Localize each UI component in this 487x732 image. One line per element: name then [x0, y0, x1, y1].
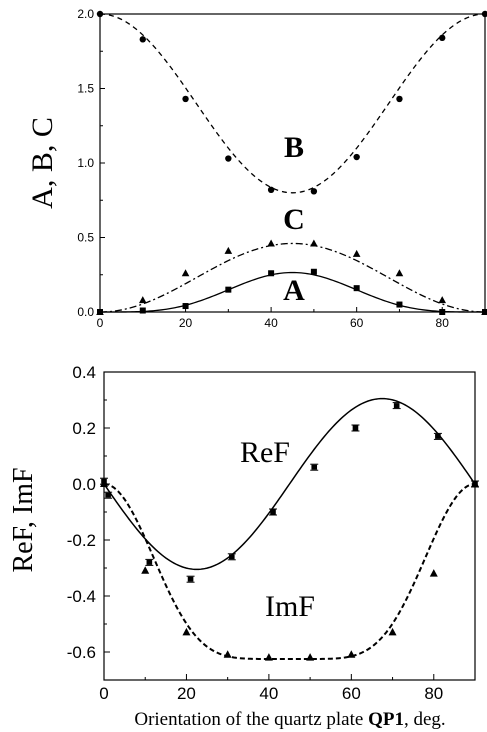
imf-point	[388, 627, 397, 636]
top-x-tick-label: 60	[350, 316, 364, 330]
series-b-point	[310, 188, 318, 195]
series-c-point	[310, 239, 318, 247]
x-axis-label-bold: QP1	[368, 709, 404, 730]
bottom-y-tick-label: 0.2	[72, 419, 96, 438]
bottom-y-tick-label: -0.2	[67, 531, 96, 550]
series-a-point	[97, 309, 103, 315]
ref-point	[270, 509, 276, 515]
series-a-point	[139, 307, 146, 314]
x-axis-label-prefix: Orientation of the quartz plate	[134, 709, 368, 730]
ref-point	[435, 433, 441, 439]
series-label-imf: ImF	[265, 590, 315, 623]
series-c-point	[395, 269, 404, 277]
bottom-x-tick-label: 40	[259, 684, 278, 703]
imf-point	[141, 566, 150, 574]
series-b-point	[96, 10, 104, 18]
top-y-tick-label: 1.5	[77, 82, 94, 96]
imf-point	[223, 650, 232, 658]
imf-curve	[103, 483, 476, 660]
bottom-x-tick-label: 60	[342, 684, 361, 703]
series-c-point	[267, 239, 275, 247]
top-y-tick-label: 0.5	[77, 231, 94, 245]
ref-point	[311, 464, 318, 470]
series-c-point	[181, 269, 190, 277]
series-label-ref: ReF	[240, 436, 290, 469]
series-b-curve	[99, 13, 486, 194]
ref-point	[187, 576, 194, 582]
series-a-point	[225, 286, 232, 293]
series-a-point	[353, 285, 360, 292]
series-b-point	[396, 95, 403, 103]
series-c-point	[224, 246, 233, 254]
bottom-y-tick-label: -0.6	[67, 643, 96, 662]
series-b-point	[267, 186, 275, 194]
series-c-curve	[99, 242, 486, 313]
imf-point	[182, 627, 191, 636]
bottom-plot-frame	[103, 371, 476, 681]
series-c-point	[138, 296, 147, 304]
bottom-y-axis-label: ReF, ImF	[8, 467, 39, 572]
series-a-point	[396, 301, 403, 308]
bottom-y-tick-label: -0.4	[67, 587, 96, 606]
series-a-point	[268, 270, 275, 277]
ref-curve	[103, 397, 476, 571]
imf-point	[306, 653, 315, 661]
ref-point	[105, 492, 111, 498]
bottom-panel: 0 20 40 60 800.40.20.0-0.2-0.4-0.6 ReF, ImF …	[8, 363, 479, 730]
series-b-point	[225, 155, 232, 162]
bottom-y-tick-label: 0.0	[72, 475, 96, 494]
series-b-point	[353, 153, 360, 161]
series-c-point	[438, 296, 447, 304]
top-x-tick-label: 20	[179, 316, 193, 330]
series-label-a: A	[283, 274, 305, 307]
ref-point	[393, 403, 400, 409]
imf-point	[429, 569, 438, 577]
top-y-tick-label: 2.0	[77, 7, 94, 21]
bottom-x-tick-label: 0	[99, 684, 108, 703]
series-b-point	[439, 34, 446, 42]
top-x-tick-label: 80	[436, 316, 450, 330]
ref-point	[228, 554, 235, 560]
series-a-point	[310, 268, 317, 275]
series-b-point	[182, 95, 189, 103]
bottom-x-tick-label: 80	[424, 684, 443, 703]
ref-point	[352, 425, 359, 431]
top-y-axis-label: A, B, C	[26, 117, 59, 209]
top-y-tick-label: 1.0	[77, 156, 94, 170]
series-b-point	[139, 36, 146, 43]
top-x-tick-label: 0	[97, 316, 104, 330]
bottom-x-tick-label: 20	[177, 684, 196, 703]
imf-point	[471, 479, 479, 487]
series-a-point	[182, 303, 189, 310]
bottom-x-axis-label: Orientation of the quartz plate QP1, deg…	[134, 709, 445, 730]
series-label-b: B	[284, 131, 304, 164]
imf-point	[347, 650, 356, 658]
imf-point	[100, 479, 108, 487]
imf-point	[264, 653, 273, 661]
x-axis-label-suffix: , deg.	[404, 709, 446, 730]
series-label-c: C	[283, 203, 305, 236]
top-panel: 0 20 40 60 80 0.0 0.5 1.0 1.5 2.0 A, B, C B C A	[26, 7, 487, 330]
bottom-y-tick-label: 0.4	[72, 363, 96, 382]
top-x-tick-label: 40	[264, 316, 278, 330]
series-a-point	[482, 309, 487, 315]
top-y-tick-label: 0.0	[77, 305, 94, 319]
ref-point	[146, 559, 153, 565]
series-a-point	[439, 309, 446, 315]
series-a-curve	[100, 271, 485, 313]
series-c-point	[352, 249, 361, 257]
series-b-point	[481, 10, 487, 18]
